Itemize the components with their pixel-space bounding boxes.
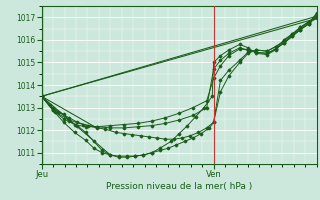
X-axis label: Pression niveau de la mer( hPa ): Pression niveau de la mer( hPa ) [106,182,252,191]
